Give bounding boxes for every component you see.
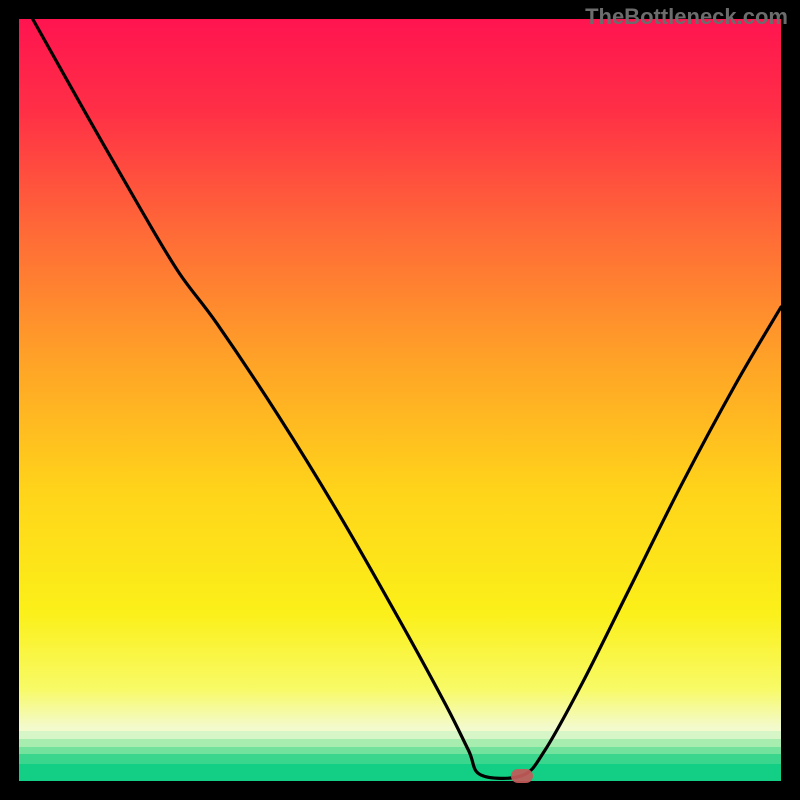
plot-area [19,19,781,781]
watermark-text: TheBottleneck.com [585,4,788,30]
bottleneck-chart: TheBottleneck.com [0,0,800,800]
minimum-marker [511,769,533,783]
bottleneck-curve [19,19,781,781]
